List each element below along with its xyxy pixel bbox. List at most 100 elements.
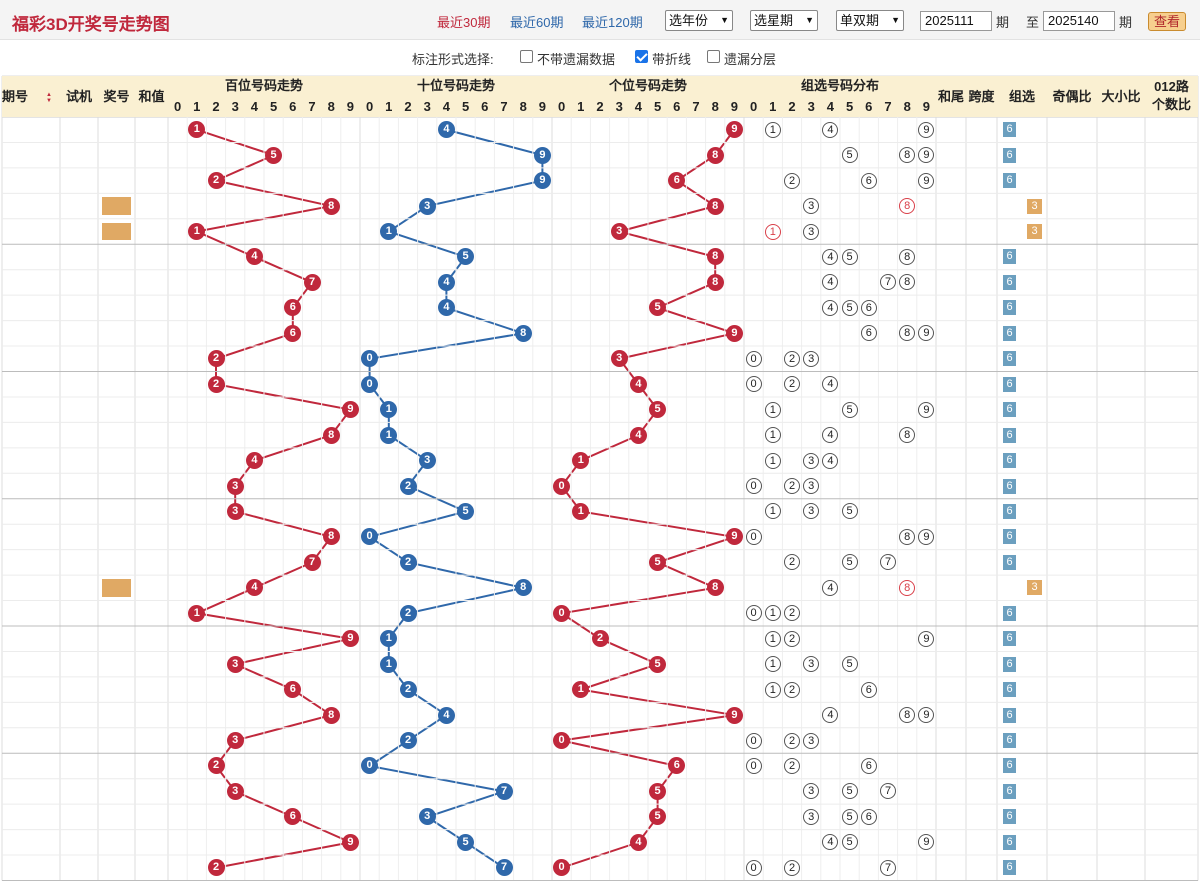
header-digit: 3 bbox=[417, 96, 437, 117]
group-omission-value bbox=[878, 651, 897, 676]
omission-value bbox=[264, 397, 283, 422]
recent-120-link[interactable]: 最近120期 bbox=[582, 15, 643, 30]
sum-value-cell bbox=[135, 193, 168, 218]
omission-value bbox=[610, 295, 629, 320]
year-select[interactable]: 选年份 ▼ bbox=[665, 10, 733, 31]
units-ball: 9 bbox=[725, 121, 743, 139]
sum-value-cell bbox=[135, 295, 168, 320]
units-ball: 0 bbox=[553, 732, 571, 750]
omission-value bbox=[283, 473, 302, 498]
omission-value bbox=[206, 677, 225, 702]
group-omission-value bbox=[878, 728, 897, 753]
omission-value bbox=[418, 855, 437, 880]
group-digit-ring: 4 bbox=[822, 707, 839, 724]
tens-ball: 5 bbox=[457, 248, 475, 266]
omission-value bbox=[552, 499, 571, 524]
units-ball: 1 bbox=[572, 452, 590, 470]
group-digit-ring: 3 bbox=[803, 656, 820, 673]
omission-value bbox=[283, 372, 302, 397]
omission-value bbox=[360, 601, 379, 626]
tens-ball: 1 bbox=[380, 426, 398, 444]
omission-value bbox=[494, 753, 513, 778]
header-digit: 7 bbox=[686, 96, 706, 117]
to-period-input[interactable]: 2025140 bbox=[1043, 11, 1115, 31]
tens-ball: 1 bbox=[380, 401, 398, 419]
omission-value bbox=[648, 142, 667, 167]
omission-value bbox=[725, 346, 744, 371]
group-digit-ring: 0 bbox=[745, 478, 762, 495]
omission-value bbox=[341, 346, 360, 371]
odd-even-cell bbox=[1047, 397, 1097, 422]
sort-icon[interactable]: ▲▼ bbox=[46, 91, 53, 104]
no-omission-checkbox[interactable] bbox=[520, 50, 533, 63]
omission-value bbox=[264, 473, 283, 498]
header-trial: 试机 bbox=[60, 76, 98, 117]
weekday-select[interactable]: 选星期 ▼ bbox=[750, 10, 818, 31]
omission-value bbox=[725, 168, 744, 193]
omission-value bbox=[648, 321, 667, 346]
omission-value bbox=[418, 244, 437, 269]
tens-ball: 4 bbox=[437, 706, 455, 724]
group-omission-value bbox=[840, 372, 859, 397]
omission-layer-checkbox[interactable] bbox=[707, 50, 720, 63]
omission-value bbox=[283, 117, 302, 142]
omission-value bbox=[456, 677, 475, 702]
big-small-cell bbox=[1097, 473, 1145, 498]
road-012-cell bbox=[1145, 830, 1198, 855]
omission-value bbox=[264, 651, 283, 676]
period-cell bbox=[2, 626, 60, 651]
group-digit-ring: 3 bbox=[803, 783, 820, 800]
omission-value bbox=[168, 855, 187, 880]
omission-value bbox=[206, 117, 225, 142]
big-small-cell bbox=[1097, 626, 1145, 651]
omission-value bbox=[629, 295, 648, 320]
road-012-cell bbox=[1145, 346, 1198, 371]
omission-value bbox=[379, 499, 398, 524]
omission-value bbox=[206, 142, 225, 167]
from-period-input[interactable]: 2025111 bbox=[920, 11, 992, 31]
omission-value bbox=[398, 168, 417, 193]
omission-value bbox=[571, 346, 590, 371]
span-cell bbox=[966, 397, 997, 422]
big-small-cell bbox=[1097, 677, 1145, 702]
omission-value bbox=[226, 702, 245, 727]
prize-number-cell bbox=[102, 681, 131, 698]
group-select-omission bbox=[1022, 855, 1047, 880]
omission-value bbox=[264, 575, 283, 600]
odd-even-cell bbox=[1047, 651, 1097, 676]
recent-30-link[interactable]: 最近30期 bbox=[437, 15, 491, 30]
polyline-checkbox[interactable] bbox=[635, 50, 648, 63]
sum-value-cell bbox=[135, 855, 168, 880]
omission-value bbox=[341, 601, 360, 626]
hundreds-ball: 4 bbox=[245, 579, 263, 597]
tens-ball: 4 bbox=[437, 273, 455, 291]
group-omission-value bbox=[840, 117, 859, 142]
group-digit-ring: 0 bbox=[745, 732, 762, 749]
omission-value bbox=[725, 550, 744, 575]
query-button[interactable]: 查看 bbox=[1148, 12, 1186, 31]
omission-value bbox=[398, 804, 417, 829]
omission-value bbox=[206, 270, 225, 295]
units-ball: 5 bbox=[649, 299, 667, 317]
group-omission-value bbox=[763, 779, 782, 804]
group-omission-value bbox=[802, 524, 821, 549]
omission-value bbox=[590, 601, 609, 626]
group-omission-value bbox=[859, 193, 878, 218]
recent-60-link[interactable]: 最近60期 bbox=[510, 15, 564, 30]
group-omission-value bbox=[763, 168, 782, 193]
omission-value bbox=[341, 575, 360, 600]
hundreds-ball: 9 bbox=[341, 401, 359, 419]
group-six-tag: 6 bbox=[1003, 376, 1016, 392]
omission-value bbox=[206, 702, 225, 727]
omission-value bbox=[552, 168, 571, 193]
omission-value bbox=[302, 372, 321, 397]
group-digit-ring: 1 bbox=[764, 503, 781, 520]
group-six-tag: 6 bbox=[1003, 860, 1016, 876]
omission-value bbox=[437, 397, 456, 422]
period-cell bbox=[2, 244, 60, 269]
odd-even-cell bbox=[1047, 550, 1097, 575]
road-012-cell bbox=[1145, 372, 1198, 397]
omission-value bbox=[533, 422, 552, 447]
parity-select[interactable]: 单双期 ▼ bbox=[836, 10, 904, 31]
group-omission-value bbox=[840, 168, 859, 193]
